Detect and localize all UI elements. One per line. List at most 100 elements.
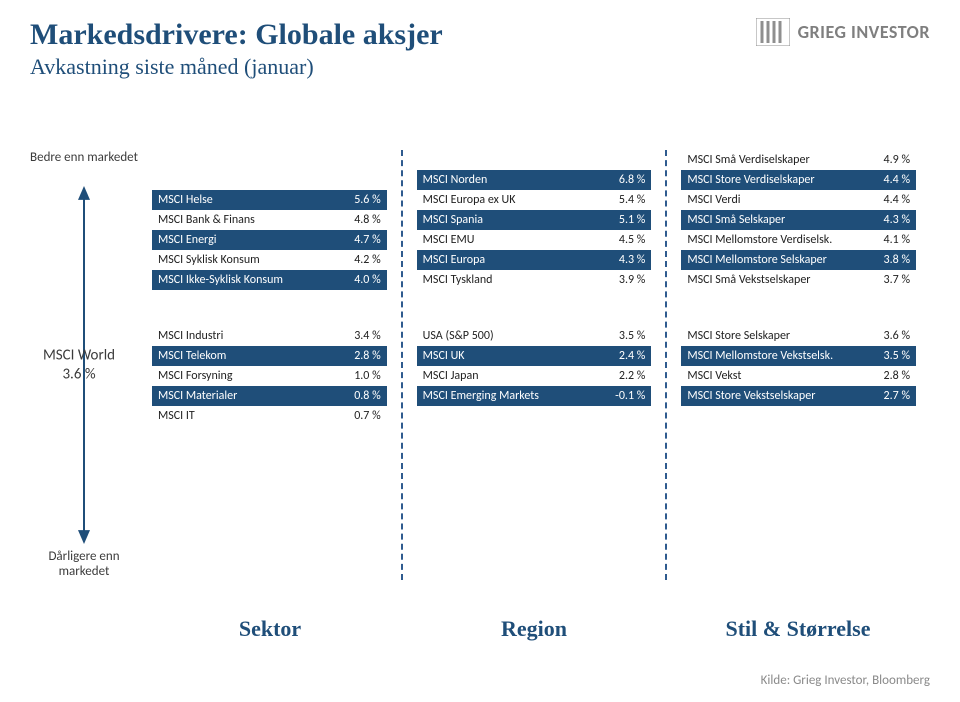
lower-rows: MSCI Industri3.4 %MSCI Telekom2.8 %MSCI … xyxy=(152,326,387,426)
column: MSCI Helse5.6 %MSCI Bank & Finans4.8 %MS… xyxy=(138,150,401,580)
columns: MSCI Helse5.6 %MSCI Bank & Finans4.8 %MS… xyxy=(138,150,930,580)
body-area: Bedre enn markedet MSCI World 3.6 % Dårl… xyxy=(30,150,930,580)
row-value: -0.1 % xyxy=(615,389,645,403)
row-label: MSCI Store Selskaper xyxy=(687,329,798,343)
row-value: 4.5 % xyxy=(619,233,645,247)
spacer-row xyxy=(417,150,652,170)
row-value: 5.1 % xyxy=(619,213,645,227)
data-row: MSCI Store Selskaper 3.6 % xyxy=(681,326,916,346)
upper-rows: MSCI Små Verdiselskaper4.9 %MSCI Store V… xyxy=(681,150,916,290)
data-row: MSCI EMU 4.5 % xyxy=(417,230,652,250)
data-row: MSCI Små Vekstselskaper3.7 % xyxy=(681,270,916,290)
row-label: MSCI Materialer xyxy=(158,389,245,403)
row-value: 2.8 % xyxy=(884,369,910,383)
row-value: 0.8 % xyxy=(354,389,380,403)
row-label: MSCI EMU xyxy=(423,233,483,247)
brand-name: GRIEG INVESTOR xyxy=(798,21,930,43)
data-row: MSCI Japan2.2 % xyxy=(417,366,652,386)
upper-rows: MSCI Helse5.6 %MSCI Bank & Finans4.8 %MS… xyxy=(152,150,387,290)
row-value: 4.2 % xyxy=(354,253,380,267)
data-row: MSCI Små Verdiselskaper4.9 % xyxy=(681,150,916,170)
data-row: MSCI Vekst2.8 % xyxy=(681,366,916,386)
y-label-bottom: Dårligere enn markedet xyxy=(30,549,138,580)
row-value: 3.9 % xyxy=(619,273,645,287)
data-row: MSCI IT 0.7 % xyxy=(152,406,387,426)
row-label: MSCI Europa xyxy=(423,253,493,267)
data-row: MSCI Helse 5.6 % xyxy=(152,190,387,210)
data-row: MSCI Telekom 2.8 % xyxy=(152,346,387,366)
data-row: MSCI Ikke-Syklisk Konsum 4.0 % xyxy=(152,270,387,290)
row-label: MSCI Emerging Markets xyxy=(423,389,547,403)
row-label: MSCI Telekom xyxy=(158,349,234,363)
data-row: MSCI Industri3.4 % xyxy=(152,326,387,346)
data-row: MSCI Europa4.3 % xyxy=(417,250,652,270)
header: Markedsdrivere: Globale aksjer Avkastnin… xyxy=(30,18,930,80)
data-row: MSCI Materialer 0.8 % xyxy=(152,386,387,406)
row-value: 2.7 % xyxy=(884,389,910,403)
row-value: 2.8 % xyxy=(354,349,380,363)
lower-rows: MSCI Store Selskaper 3.6 % MSCI Mellomstor… xyxy=(681,326,916,426)
x-label: Sektor xyxy=(138,616,402,642)
data-row: MSCI Mellomstore Verdiselsk. 4.1 % xyxy=(681,230,916,250)
row-label: MSCI Industri xyxy=(158,329,231,343)
y-label-top: Bedre enn markedet xyxy=(30,150,138,166)
row-label: MSCI IT xyxy=(158,409,203,423)
data-row: MSCI Tyskland 3.9 % xyxy=(417,270,652,290)
row-label: MSCI Energi xyxy=(158,233,224,247)
upper-rows: MSCI Norden6.8 %MSCI Europa ex UK5.4 %MS… xyxy=(417,150,652,290)
data-row: MSCI Emerging Markets -0.1 % xyxy=(417,386,652,406)
row-label: MSCI Spania xyxy=(423,213,491,227)
row-value: 5.6 % xyxy=(354,193,380,207)
row-label: MSCI Ikke-Syklisk Konsum xyxy=(158,273,291,287)
row-label: MSCI Tyskland xyxy=(423,273,501,287)
data-row: MSCI Mellomstore Vekstselsk.3.5 % xyxy=(681,346,916,366)
data-row: MSCI Spania 5.1 % xyxy=(417,210,652,230)
row-label: MSCI Bank & Finans xyxy=(158,213,263,227)
row-value: 3.7 % xyxy=(884,273,910,287)
data-row: MSCI Store Verdiselskaper4.4 % xyxy=(681,170,916,190)
row-label: MSCI Små Selskaper xyxy=(687,213,793,227)
row-value: 5.4 % xyxy=(619,193,645,207)
row-value: 3.8 % xyxy=(884,253,910,267)
spacer-row xyxy=(152,170,387,190)
row-label: MSCI UK xyxy=(423,349,473,363)
source-text: Kilde: Grieg Investor, Bloomberg xyxy=(761,673,930,688)
row-value: 4.1 % xyxy=(884,233,910,247)
data-row: USA (S&P 500)3.5 % xyxy=(417,326,652,346)
row-label: MSCI Store Vekstselskaper xyxy=(687,389,823,403)
row-value: 4.7 % xyxy=(354,233,380,247)
row-label: MSCI Europa ex UK xyxy=(423,193,524,207)
column: MSCI Norden6.8 %MSCI Europa ex UK5.4 %MS… xyxy=(401,150,666,580)
row-value: 4.0 % xyxy=(354,273,380,287)
row-value: 6.8 % xyxy=(619,173,645,187)
row-label: MSCI Syklisk Konsum xyxy=(158,253,268,267)
row-value: 2.4 % xyxy=(619,349,645,363)
data-row: MSCI Syklisk Konsum 4.2 % xyxy=(152,250,387,270)
data-row: MSCI Forsyning 1.0 % xyxy=(152,366,387,386)
row-value: 4.9 % xyxy=(884,153,910,167)
row-value: 1.0 % xyxy=(354,369,380,383)
row-value: 0.7 % xyxy=(354,409,380,423)
grieg-logo-icon xyxy=(756,18,790,46)
data-row: MSCI Verdi4.4 % xyxy=(681,190,916,210)
data-row: MSCI Europa ex UK 5.4 % xyxy=(417,190,652,210)
spacer-row xyxy=(417,406,652,426)
title-block: Markedsdrivere: Globale aksjer Avkastnin… xyxy=(30,18,443,80)
data-row: MSCI Mellomstore Selskaper 3.8 % xyxy=(681,250,916,270)
data-row: MSCI UK 2.4 % xyxy=(417,346,652,366)
row-value: 3.6 % xyxy=(884,329,910,343)
row-label: MSCI Forsyning xyxy=(158,369,240,383)
row-value: 4.4 % xyxy=(884,173,910,187)
data-row: MSCI Store Vekstselskaper 2.7 % xyxy=(681,386,916,406)
benchmark-name: MSCI World xyxy=(30,346,128,365)
spacer-row xyxy=(152,150,387,170)
row-label: MSCI Mellomstore Verdiselsk. xyxy=(687,233,840,247)
row-value: 3.5 % xyxy=(884,349,910,363)
row-label: MSCI Mellomstore Selskaper xyxy=(687,253,834,267)
lower-rows: USA (S&P 500)3.5 % MSCI UK 2.4 % MSCI Japan… xyxy=(417,326,652,426)
y-center-label: MSCI World 3.6 % xyxy=(30,346,138,384)
row-label: MSCI Helse xyxy=(158,193,221,207)
brand-block: GRIEG INVESTOR xyxy=(756,18,930,46)
spacer-row xyxy=(681,406,916,426)
row-value: 2.2 % xyxy=(619,369,645,383)
